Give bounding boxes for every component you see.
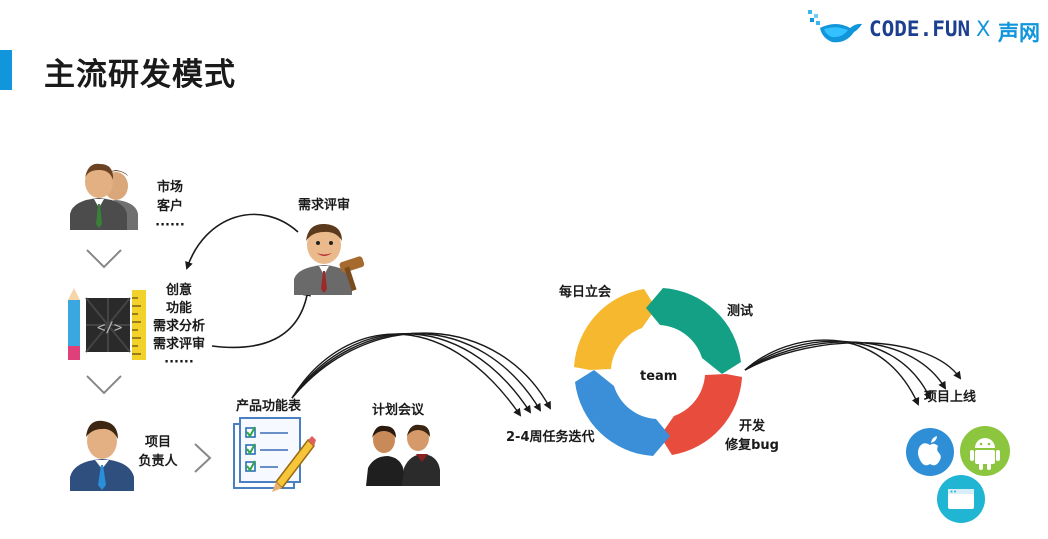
page-title: 主流研发模式 (44, 57, 236, 93)
judge-icon (294, 223, 365, 295)
meeting-icon (366, 424, 440, 486)
bird-icon (808, 10, 862, 43)
owner-label: 项目 负责人 (138, 435, 178, 469)
chevron-down-icon (86, 375, 122, 395)
iteration-arrow (291, 332, 551, 410)
chevron-right-icon (194, 443, 212, 473)
chevron-down-icon (86, 249, 122, 269)
iteration-label: 2-4周任务迭代 (506, 430, 595, 445)
cycle-center-label: team (640, 369, 678, 384)
svg-text:</>: </> (97, 320, 122, 336)
launch-label: 项目上线 (924, 390, 977, 405)
launch-arrow (744, 341, 947, 390)
apple-icon (906, 428, 954, 476)
daily-label: 每日立会 (559, 285, 612, 300)
planning-label: 计划会议 (372, 403, 425, 418)
product-spec-label: 产品功能表 (236, 399, 302, 414)
scrum-cycle (574, 288, 742, 456)
people-icon (70, 163, 138, 230)
launch-arrow (744, 340, 932, 400)
logo-partner: 声网 (998, 21, 1040, 45)
iteration-arrow (291, 332, 542, 412)
web-app-icon (937, 475, 985, 523)
source-label: 市场 客户 ······ (155, 180, 185, 233)
android-icon (960, 426, 1010, 476)
cycle-arc-test (646, 288, 741, 374)
manager-icon (70, 420, 134, 491)
idea-label: 创意 功能 需求分析 需求评审 ······ (152, 283, 205, 370)
launch-arrow (744, 342, 962, 380)
launch-arrow (744, 339, 920, 406)
review-return-arrow (211, 288, 311, 349)
review-label: 需求评审 (298, 198, 351, 213)
dev-label: 开发 修复bug (725, 419, 779, 453)
review-arrow (185, 213, 299, 270)
cycle-arc-blue (575, 370, 670, 456)
cycle-arc-daily (574, 289, 656, 370)
test-label: 测试 (727, 304, 754, 319)
brand-logo: CODE.FUN X 声网 (806, 8, 1042, 48)
cycle-arc-dev (660, 374, 742, 455)
logo-x: X (976, 17, 991, 41)
title-accent-bar (0, 50, 12, 90)
checklist-pencil-icon (233, 417, 316, 492)
design-tools-icon: </> (68, 288, 146, 360)
logo-text: CODE.FUN (869, 17, 971, 41)
